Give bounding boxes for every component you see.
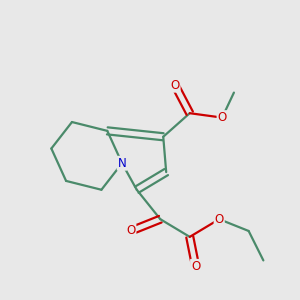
Text: O: O [214, 213, 224, 226]
Text: O: O [218, 111, 227, 124]
Text: N: N [118, 157, 126, 170]
Text: O: O [126, 224, 136, 238]
Text: O: O [170, 79, 180, 92]
Text: O: O [191, 260, 200, 273]
